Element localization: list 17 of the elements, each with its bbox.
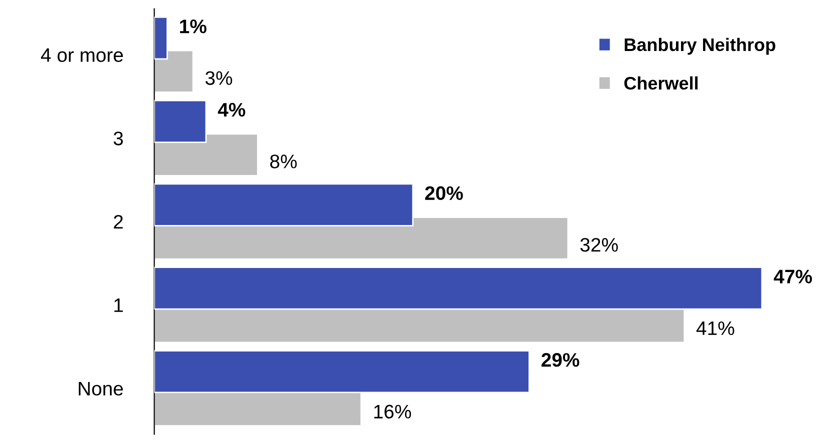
y-tick-label: 4 or more <box>40 48 123 62</box>
data-label: 16% <box>374 404 412 419</box>
data-label: 3% <box>205 71 232 85</box>
data-label: 20% <box>425 186 463 200</box>
y-tick-label: 1 <box>114 298 123 312</box>
data-label: 29% <box>542 353 580 367</box>
data-label: 1% <box>180 20 206 34</box>
data-label: 32% <box>580 238 618 252</box>
data-label: 4% <box>218 102 246 117</box>
y-tick-label: 2 <box>114 214 123 229</box>
data-label: 41% <box>696 321 734 336</box>
legend-label: Banbury Neithrop <box>624 38 776 55</box>
legend-label: Cherwell <box>624 76 698 90</box>
data-label: 8% <box>270 154 297 168</box>
y-tick-label: 3 <box>114 132 123 146</box>
data-label: 47% <box>774 270 812 284</box>
y-tick-label: None <box>78 382 123 396</box>
